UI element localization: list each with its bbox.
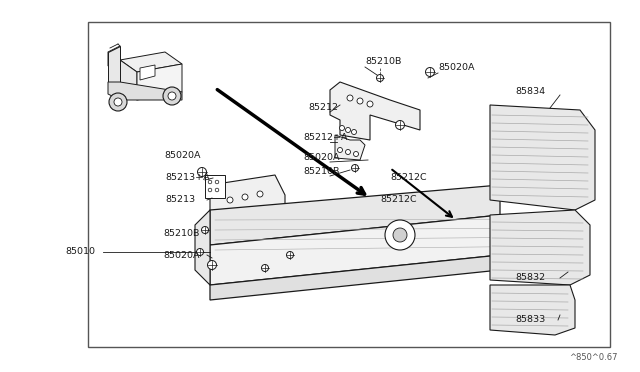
- Polygon shape: [108, 82, 182, 100]
- Text: 85212: 85212: [308, 103, 338, 112]
- Circle shape: [163, 87, 181, 105]
- Circle shape: [215, 188, 219, 192]
- Text: 85212C: 85212C: [380, 196, 417, 205]
- Circle shape: [347, 95, 353, 101]
- Circle shape: [393, 228, 407, 242]
- Circle shape: [208, 180, 212, 184]
- Circle shape: [227, 197, 233, 203]
- Bar: [88, 22, 610, 347]
- Circle shape: [346, 128, 351, 132]
- Text: 85210B: 85210B: [303, 167, 339, 176]
- Circle shape: [367, 101, 373, 107]
- Polygon shape: [335, 135, 365, 160]
- Text: 85212+A: 85212+A: [303, 134, 348, 142]
- Polygon shape: [120, 60, 137, 100]
- Polygon shape: [137, 64, 182, 100]
- Circle shape: [337, 148, 342, 153]
- Circle shape: [198, 167, 207, 176]
- Circle shape: [357, 98, 363, 104]
- Text: 85833: 85833: [515, 315, 545, 324]
- Polygon shape: [205, 175, 225, 198]
- Polygon shape: [140, 65, 155, 80]
- Circle shape: [168, 92, 176, 100]
- Text: 85213: 85213: [165, 196, 195, 205]
- Polygon shape: [490, 105, 595, 210]
- Text: 85212C: 85212C: [390, 173, 427, 183]
- Text: ^850^0.67: ^850^0.67: [570, 353, 618, 362]
- Circle shape: [242, 194, 248, 200]
- Circle shape: [207, 260, 216, 269]
- Circle shape: [262, 264, 269, 272]
- Circle shape: [202, 227, 209, 234]
- Circle shape: [385, 220, 415, 250]
- Circle shape: [351, 164, 358, 171]
- Polygon shape: [108, 46, 120, 66]
- Polygon shape: [210, 255, 500, 300]
- Polygon shape: [490, 210, 590, 285]
- Text: 85020A: 85020A: [163, 250, 200, 260]
- Circle shape: [376, 74, 383, 81]
- Circle shape: [208, 188, 212, 192]
- Circle shape: [351, 129, 356, 135]
- Circle shape: [339, 125, 344, 131]
- Circle shape: [346, 150, 351, 154]
- Circle shape: [353, 151, 358, 157]
- Polygon shape: [195, 210, 210, 285]
- Circle shape: [426, 67, 435, 77]
- Text: 85020A: 85020A: [438, 64, 474, 73]
- Text: 85010: 85010: [65, 247, 95, 257]
- Text: 85832: 85832: [515, 273, 545, 282]
- Circle shape: [196, 248, 204, 256]
- Text: 85834: 85834: [515, 87, 545, 96]
- Circle shape: [257, 191, 263, 197]
- Circle shape: [396, 121, 404, 129]
- Text: 85020A: 85020A: [303, 154, 339, 163]
- Text: 85213+A: 85213+A: [165, 173, 210, 183]
- Circle shape: [215, 180, 219, 184]
- Polygon shape: [108, 46, 120, 82]
- Polygon shape: [120, 52, 182, 72]
- Polygon shape: [210, 215, 500, 285]
- Text: 85210B: 85210B: [365, 58, 401, 67]
- Circle shape: [109, 93, 127, 111]
- Text: 85210B: 85210B: [163, 228, 200, 237]
- Polygon shape: [210, 175, 285, 225]
- Polygon shape: [490, 285, 575, 335]
- Text: 85020A: 85020A: [164, 151, 200, 160]
- Circle shape: [287, 251, 294, 259]
- Circle shape: [114, 98, 122, 106]
- Polygon shape: [330, 82, 420, 140]
- Polygon shape: [210, 185, 500, 245]
